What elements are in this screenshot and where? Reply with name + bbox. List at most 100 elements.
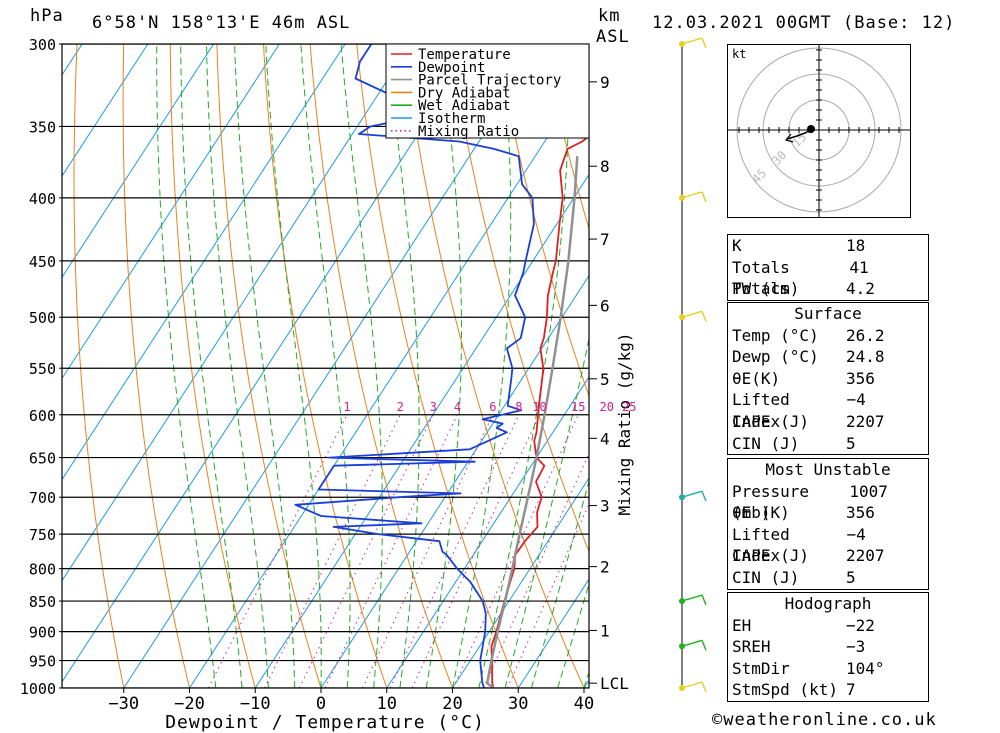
height-tick-label: 2 (600, 558, 610, 577)
stat-value: 24.8 (846, 347, 885, 367)
dry-adiabat (309, 44, 453, 688)
stat-row: Lifted Index −4 (728, 389, 928, 431)
stat-label: CIN (J) (732, 433, 800, 453)
stat-row: PW (cm) 4.2 (728, 278, 928, 300)
stat-label: CAPE (J) (732, 411, 810, 431)
stat-value: 41 (849, 257, 869, 277)
stat-value: 5 (846, 567, 856, 587)
stat-row: K 18 (728, 235, 928, 257)
wind-barb-feather (701, 310, 707, 322)
temp-tick-label: 10 (377, 694, 397, 714)
stat-label: θE (K) (732, 503, 790, 523)
stat-label: Totals Totals (732, 257, 790, 299)
chart-frame (61, 43, 590, 689)
wet-adiabat (504, 336, 589, 688)
wind-barb-shaft (681, 639, 703, 647)
dry-adiabat (542, 44, 589, 231)
legend-label: Wet Adiabat (418, 98, 511, 114)
dry-adiabat (169, 44, 256, 688)
pressure-tick-label: 650 (29, 450, 56, 468)
height-tick-label: 7 (600, 230, 610, 249)
pressure-tick-label: 900 (29, 624, 56, 642)
stat-row: Pressure (mb) 1007 (728, 481, 928, 523)
stat-label: EH (732, 615, 752, 635)
pressure-tick-label: 850 (29, 593, 56, 611)
dry-adiabat (262, 44, 388, 688)
hodograph-arrowhead (784, 133, 794, 143)
mixing-ratio-label: 25 (622, 400, 636, 414)
stat-label: Lifted Index (732, 524, 790, 566)
plot-border (61, 43, 590, 689)
mixing-ratio-line (483, 452, 589, 688)
wet-adiabat (300, 44, 351, 688)
wet-adiabat (478, 44, 570, 688)
mixing-ratio-label: 8 (515, 400, 522, 414)
isotherm-line (386, 375, 589, 688)
temp-tick-label: 30 (508, 694, 528, 714)
hodograph-unit-label: kt (732, 47, 746, 61)
stat-value: 2207 (846, 546, 885, 566)
legend-label: Isotherm (418, 111, 485, 127)
height-tick-label: 3 (600, 497, 610, 516)
stat-row: CIN (J) 5 (728, 567, 928, 589)
stat-row: CAPE (J) 2207 (728, 411, 928, 433)
stat-label: StmSpd (kt) (732, 680, 838, 700)
temp-tick-label: 20 (442, 694, 462, 714)
wind-barb-shaft (681, 191, 703, 199)
stat-label: θE(K) (732, 368, 781, 388)
legend-box (385, 43, 590, 139)
isotherm-line (0, 26, 28, 688)
x-axis-label: Dewpoint / Temperature (°C) (165, 712, 485, 733)
stat-value: −22 (846, 615, 875, 635)
sounding-datetime: 12.03.2021 00GMT (Base: 12) (652, 13, 956, 33)
stat-value: −3 (846, 637, 866, 657)
stat-row: θE (K) 356 (728, 502, 928, 524)
legend-label: Parcel Trajectory (418, 73, 561, 89)
mixing-ratio-label: 20 (599, 400, 613, 414)
stat-label: Pressure (mb) (732, 481, 810, 523)
pressure-tick-label: 1000 (20, 680, 56, 698)
stat-value: 5 (846, 433, 856, 453)
wet-adiabat (340, 44, 383, 688)
asl-label: ASL (596, 27, 630, 47)
surface-table: Surface Temp (°C) 26.2 Dewp (°C) 24.8 θE(K) 3… (727, 302, 929, 456)
stat-label: Dewp (°C) (732, 347, 819, 367)
mixing-ratio-axis-label: Mixing Ratio (g/kg) (615, 332, 634, 515)
pressure-tick-label: 500 (29, 309, 56, 327)
wet-adiabat (180, 44, 243, 688)
mixing-ratio-label: 3 (430, 400, 437, 414)
legend-label: Mixing Ratio (418, 124, 519, 140)
stat-label: PW (cm) (732, 279, 800, 299)
stat-row: Temp (°C) 26.2 (728, 325, 928, 347)
stat-value: 356 (846, 368, 875, 388)
stat-row: StmDir 104° (728, 658, 928, 680)
legend-label: Temperature (418, 47, 511, 63)
height-tick-label: 1 (600, 621, 610, 640)
pressure-tick-label: 750 (29, 526, 56, 544)
wind-barb-shaft (681, 594, 703, 602)
dry-adiabat (73, 44, 125, 688)
mixing-ratio-label: 10 (532, 400, 546, 414)
stat-value: 7 (846, 680, 856, 700)
isotherm-line (62, 44, 280, 380)
stat-value: 1007 (849, 481, 888, 501)
most-unstable-table: Most Unstable Pressure (mb) 1007 θE (K) 356… (727, 458, 929, 590)
dry-adiabat (449, 44, 589, 553)
chart-labels: 3003504004505005506006507007508008509009… (20, 36, 637, 733)
wet-adiabat (265, 44, 322, 688)
credit-link[interactable]: ©weatheronline.co.uk (712, 710, 937, 730)
mixing-ratio-label: 2 (397, 400, 404, 414)
wet-adiabat (452, 44, 512, 688)
stat-value: 4.2 (846, 279, 875, 299)
stat-value: 104° (846, 658, 885, 678)
stat-value: −4 (846, 390, 866, 410)
legend-label: Dry Adiabat (418, 85, 511, 101)
stat-row: CIN (J) 5 (728, 433, 928, 455)
surface-title: Surface (794, 304, 862, 323)
temp-tick-label: −10 (240, 694, 271, 714)
mixing-ratio-label: 4 (454, 400, 461, 414)
pressure-unit-label: hPa (30, 6, 64, 26)
wet-adiabat (205, 44, 269, 688)
mixing-ratio-line (507, 503, 589, 688)
